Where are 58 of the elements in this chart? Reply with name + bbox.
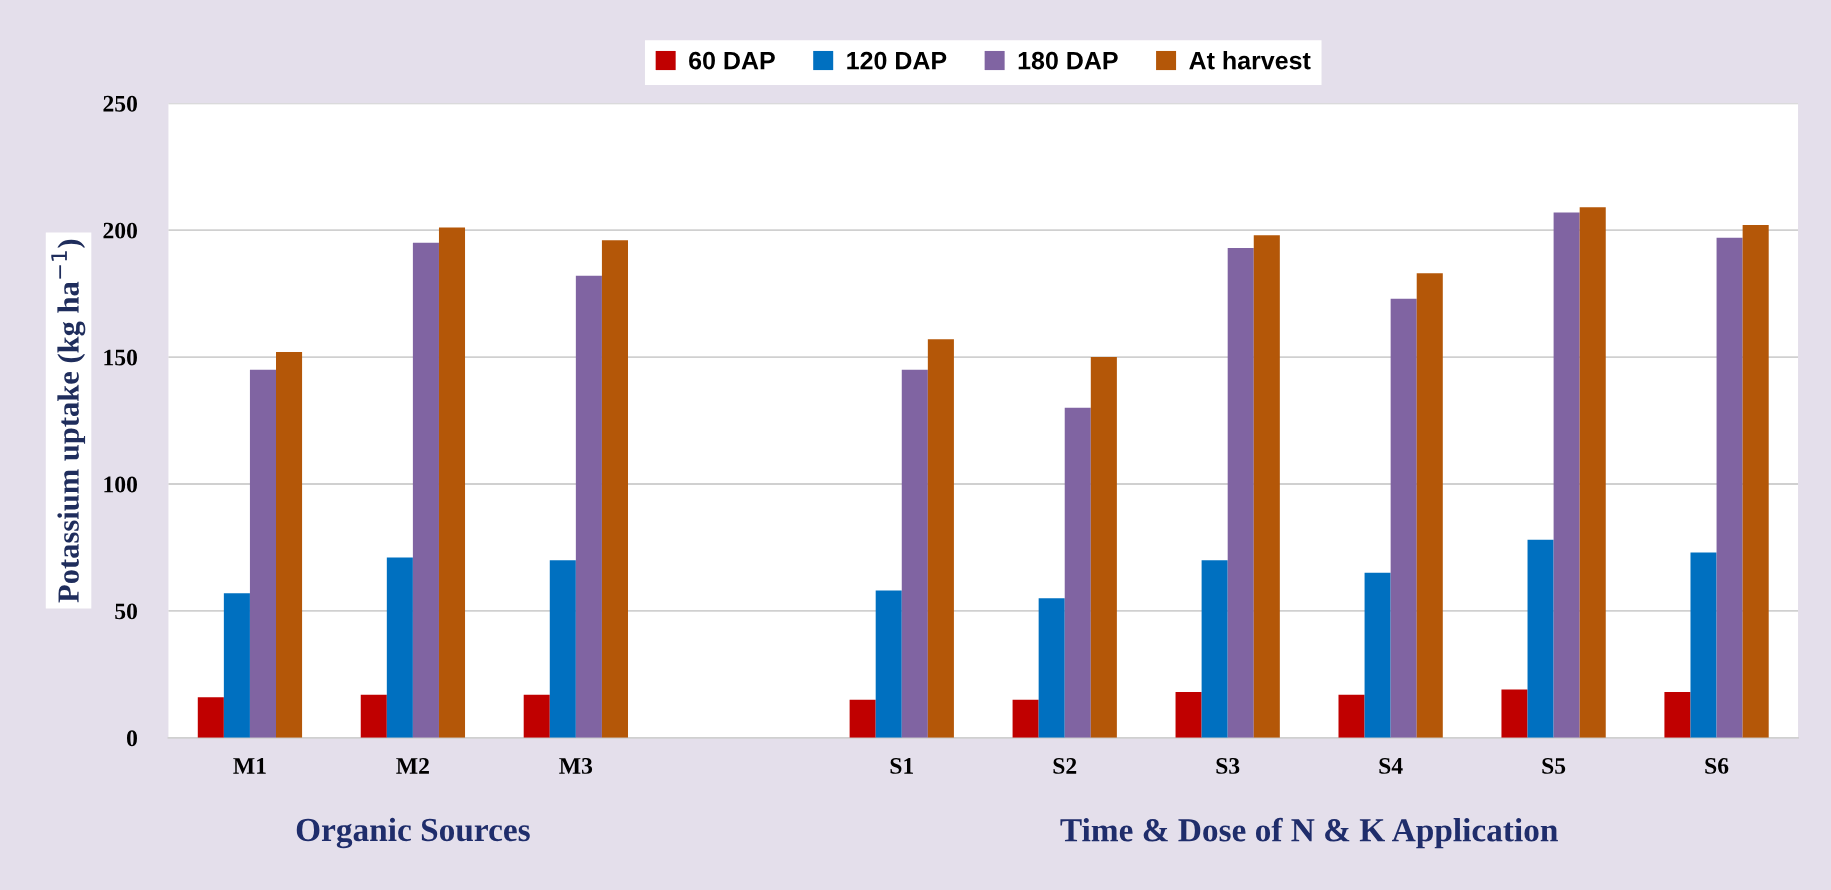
y-tick-label: 50: [115, 603, 137, 620]
legend-label: At harvest: [1189, 51, 1311, 70]
bar: [1012, 699, 1039, 738]
bar: [1175, 692, 1202, 738]
bar: [1416, 273, 1443, 738]
y-tick-label: 250: [103, 95, 137, 112]
x-tick-label: S5: [1542, 758, 1566, 774]
bar: [601, 240, 628, 738]
bar: [1501, 689, 1528, 738]
x-tick-label: S6: [1705, 758, 1729, 774]
x-tick-label: S4: [1379, 758, 1403, 774]
x-tick-label: M3: [559, 758, 593, 774]
y-tick-label: 150: [104, 349, 137, 366]
bar: [223, 593, 250, 738]
bar: [412, 242, 439, 738]
text: Organic Sources: [296, 817, 530, 849]
bar: [523, 694, 550, 738]
bar: [849, 699, 876, 738]
bar: [1390, 298, 1417, 738]
bar: [386, 557, 413, 738]
bar: [1553, 212, 1580, 738]
x-tick-label: S3: [1216, 758, 1240, 774]
bar: [249, 369, 276, 738]
bar: [1338, 694, 1365, 738]
bar: [549, 560, 576, 738]
bar: [1253, 235, 1280, 738]
bar: [1090, 357, 1117, 738]
x-tick-label: M2: [396, 758, 429, 774]
bar: [575, 275, 602, 738]
bar: [1716, 237, 1743, 738]
bar: [1579, 207, 1606, 738]
x-tick-label: S1: [890, 758, 914, 774]
bar: [360, 694, 387, 738]
bar: [1201, 560, 1228, 738]
bar: [901, 369, 928, 738]
bar: [1038, 598, 1065, 738]
y-tick-label: 100: [104, 476, 137, 493]
bar: [927, 339, 954, 738]
legend-label: 180 DAP: [1018, 51, 1118, 70]
bar: [1664, 692, 1691, 738]
x-tick-label: S2: [1053, 758, 1077, 774]
bar: [1527, 539, 1554, 738]
y-tick-label: 200: [103, 222, 137, 239]
bar: [1742, 225, 1769, 738]
legend-label: 120 DAP: [847, 51, 947, 70]
text: Time & Dose of N & K Application: [1060, 817, 1558, 849]
bar: [197, 697, 224, 738]
bar: [1064, 407, 1091, 738]
bar: [1364, 572, 1391, 738]
x-tick-label: M1: [233, 758, 266, 774]
y-axis-title: Potassium uptake (kg ha$^{−1}$): [51, 239, 86, 603]
bar: [276, 351, 303, 738]
bar: [1690, 552, 1717, 738]
legend-label: 60 DAP: [689, 51, 775, 70]
y-tick-label: 0: [126, 730, 137, 747]
bar: [875, 590, 902, 738]
bar: [1227, 247, 1254, 738]
bar: [438, 227, 466, 738]
